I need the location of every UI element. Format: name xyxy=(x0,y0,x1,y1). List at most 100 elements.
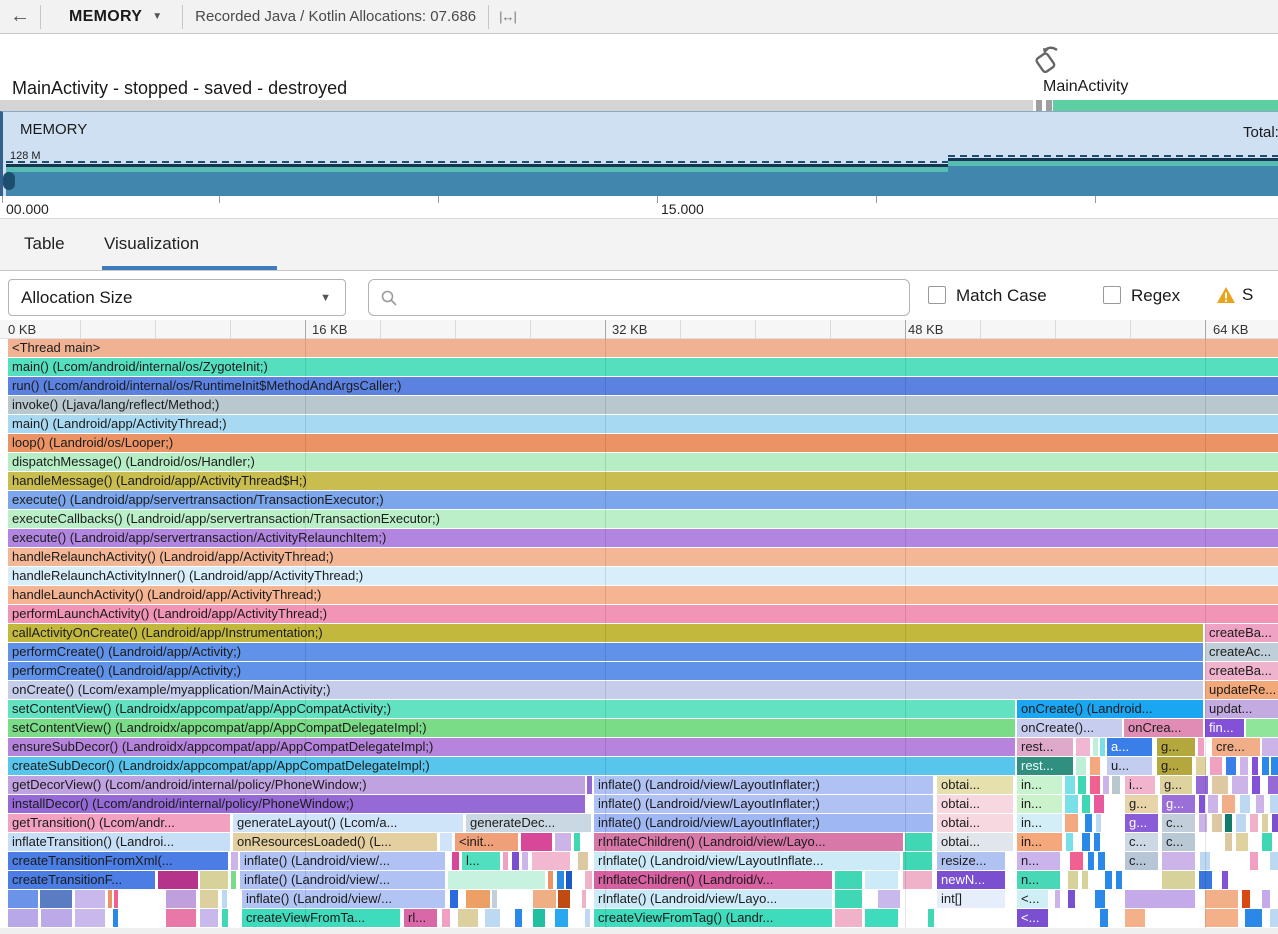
flame-segment[interactable] xyxy=(231,871,236,889)
flame-segment[interactable] xyxy=(1090,776,1100,794)
flame-segment[interactable] xyxy=(452,852,459,870)
rotation-event-icon[interactable] xyxy=(1032,44,1062,76)
flame-segment[interactable] xyxy=(75,890,105,908)
flame-segment[interactable]: generateDec... xyxy=(466,814,591,832)
flame-segment[interactable] xyxy=(1212,776,1228,794)
flame-segment[interactable]: <init... xyxy=(455,833,518,851)
flame-segment[interactable]: rest... xyxy=(1017,738,1073,756)
flame-segment[interactable] xyxy=(1268,776,1278,794)
flame-segment[interactable] xyxy=(522,852,528,870)
flame-segment[interactable]: createViewFromTag() (Landr... xyxy=(594,909,832,927)
flame-segment[interactable] xyxy=(1082,833,1090,851)
flame-segment[interactable]: getDecorView() (Lcom/android/internal/po… xyxy=(8,776,585,794)
flame-segment[interactable] xyxy=(1272,814,1278,832)
flame-segment[interactable]: main() (Landroid/app/ActivityThread;) xyxy=(8,415,1278,433)
search-box[interactable] xyxy=(368,279,910,316)
flame-segment[interactable]: inflateTransition() (Landroi... xyxy=(8,833,230,851)
flame-segment[interactable] xyxy=(1245,909,1262,927)
flame-segment[interactable]: inflate() (Landroid/view/LayoutInflater;… xyxy=(594,795,933,813)
flame-segment[interactable] xyxy=(903,852,932,870)
flame-segment[interactable]: n... xyxy=(1017,871,1060,889)
flame-segment[interactable] xyxy=(1250,852,1258,870)
flame-segment[interactable] xyxy=(928,909,934,927)
flame-segment[interactable]: onResourcesLoaded() (L... xyxy=(233,833,437,851)
flame-segment[interactable]: g... xyxy=(1125,795,1158,813)
flame-segment[interactable] xyxy=(200,871,228,889)
flame-segment[interactable] xyxy=(1240,795,1250,813)
flame-segment[interactable] xyxy=(41,909,72,927)
memory-track[interactable]: MEMORY 128 M Total: 9 xyxy=(0,111,1278,197)
flame-segment[interactable] xyxy=(515,909,522,927)
flame-segment[interactable] xyxy=(75,909,105,927)
flame-segment[interactable] xyxy=(521,833,552,851)
flame-segment[interactable]: dispatchMessage() (Landroid/os/Handler;) xyxy=(8,453,1278,471)
flame-segment[interactable]: performLaunchActivity() (Landroid/app/Ac… xyxy=(8,605,1278,623)
flame-segment[interactable]: inflate() (Landroid/view/LayoutInflater;… xyxy=(594,814,933,832)
flame-segment[interactable]: handleMessage() (Landroid/app/ActivityTh… xyxy=(8,472,1278,490)
flame-segment[interactable] xyxy=(555,909,568,927)
allocation-flame-chart[interactable]: <Thread main> main() (Lcom/android/intern… xyxy=(0,339,1278,928)
flame-segment[interactable] xyxy=(532,852,570,870)
flame-segment[interactable]: handleLaunchActivity() (Landroid/app/Act… xyxy=(8,586,1278,604)
flame-segment[interactable] xyxy=(1100,738,1105,756)
flame-segment[interactable]: g... xyxy=(1125,814,1158,832)
flame-segment[interactable]: loop() (Landroid/os/Looper;) xyxy=(8,434,1278,452)
flame-segment[interactable] xyxy=(1262,833,1272,851)
flame-segment[interactable] xyxy=(1068,871,1078,889)
flame-segment[interactable] xyxy=(1240,757,1248,775)
flame-segment[interactable] xyxy=(555,833,571,851)
flame-segment[interactable] xyxy=(8,909,38,927)
flame-segment[interactable] xyxy=(1226,757,1236,775)
flame-segment[interactable] xyxy=(442,909,450,927)
flame-segment[interactable]: n... xyxy=(1017,852,1060,870)
flame-segment[interactable]: executeCallbacks() (Landroid/app/servert… xyxy=(8,510,1278,528)
flame-segment[interactable]: g... xyxy=(1157,738,1195,756)
flame-segment[interactable] xyxy=(1066,833,1073,851)
flame-segment[interactable]: c... xyxy=(1162,814,1195,832)
flame-segment[interactable] xyxy=(865,871,898,889)
flame-segment[interactable] xyxy=(1198,738,1204,756)
flame-segment[interactable] xyxy=(1162,852,1195,870)
flame-segment[interactable] xyxy=(1095,890,1105,908)
flame-segment[interactable] xyxy=(40,890,72,908)
flame-segment[interactable] xyxy=(557,871,564,889)
flame-segment[interactable] xyxy=(558,890,570,908)
flame-segment[interactable] xyxy=(587,776,592,794)
flame-segment[interactable]: onCrea... xyxy=(1124,719,1203,737)
flame-segment[interactable] xyxy=(448,871,545,889)
flame-segment[interactable]: createSubDecor() (Landroidx/appcompat/ap… xyxy=(8,757,1015,775)
flame-segment[interactable] xyxy=(1270,909,1278,927)
lifecycle-segment[interactable] xyxy=(1046,100,1052,111)
flame-segment[interactable] xyxy=(1116,871,1122,889)
flame-segment[interactable] xyxy=(492,890,497,908)
flame-segment[interactable]: in... xyxy=(1017,814,1062,832)
flame-segment[interactable]: <Thread main> xyxy=(8,339,1278,357)
flame-segment[interactable] xyxy=(585,909,590,927)
flame-segment[interactable] xyxy=(1065,814,1078,832)
flame-segment[interactable] xyxy=(1242,890,1250,908)
flame-segment[interactable]: rInflateChildren() (Landroid/v... xyxy=(594,871,832,889)
lifecycle-segment[interactable] xyxy=(1036,100,1042,111)
flame-segment[interactable] xyxy=(200,909,218,927)
flame-segment[interactable] xyxy=(158,871,198,889)
flame-segment[interactable] xyxy=(1270,852,1278,870)
flame-segment[interactable]: inflate() (Landroid/view/... xyxy=(242,890,445,908)
flame-segment[interactable] xyxy=(1246,719,1278,737)
flame-segment[interactable]: invoke() (Ljava/lang/reflect/Method;) xyxy=(8,396,1278,414)
flame-segment[interactable]: createViewFromTa... xyxy=(242,909,400,927)
flame-segment[interactable] xyxy=(903,871,932,889)
flame-segment[interactable]: g... xyxy=(1157,757,1192,775)
flame-segment[interactable] xyxy=(222,909,228,927)
flame-segment[interactable] xyxy=(108,890,112,908)
flame-segment[interactable] xyxy=(114,890,118,908)
flame-segment[interactable] xyxy=(485,909,500,927)
flame-segment[interactable] xyxy=(1205,890,1238,908)
chevron-down-icon[interactable]: ▼ xyxy=(152,11,163,22)
flame-segment[interactable] xyxy=(835,909,862,927)
flame-segment[interactable] xyxy=(1094,795,1104,813)
flame-segment[interactable] xyxy=(533,890,556,908)
flame-segment[interactable] xyxy=(113,909,118,927)
flame-segment[interactable]: setContentView() (Landroidx/appcompat/ap… xyxy=(8,719,1015,737)
flame-segment[interactable]: callActivityOnCreate() (Landroid/app/Ins… xyxy=(8,624,1203,642)
flame-segment[interactable]: i... xyxy=(1125,776,1155,794)
